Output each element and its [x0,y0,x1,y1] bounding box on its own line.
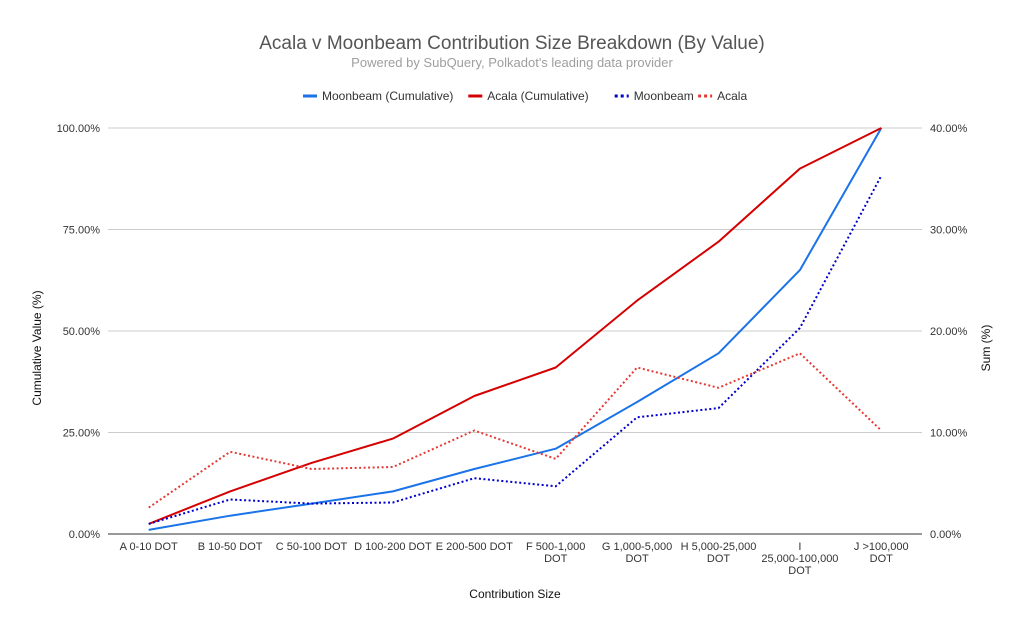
y-axis-left-label: Cumulative Value (%) [30,290,44,405]
series-line-moonbeam-cumulative [148,127,883,531]
chart-title: Acala v Moonbeam Contribution Size Break… [259,33,765,54]
x-axis-label: Contribution Size [469,587,561,601]
y-right-tick-label: 10.00% [930,428,968,440]
legend-label: Acala (Cumulative) [487,89,588,103]
legend-label: Moonbeam (Cumulative) [322,89,453,103]
x-tick-label: C 50-100 DOT [276,541,348,553]
series-line-moonbeam [148,175,883,525]
x-tick-label: F 500-1,000 DOT [526,541,585,565]
y-left-tick-label: 100.00% [57,123,101,135]
x-tick-label: E 200-500 DOT [436,541,513,553]
y-right-tick-label: 40.00% [930,123,968,135]
y-left-tick-label: 0.00% [69,529,100,541]
legend-label: Acala [717,89,747,103]
left-axis-ticks: 0.00% 25.00% 50.00% 75.00% 100.00% [57,123,101,541]
y-left-tick-label: 75.00% [63,225,101,237]
legend: Moonbeam (Cumulative) Acala (Cumulative) M… [303,89,747,103]
x-tick-label: D 100-200 DOT [354,541,432,553]
y-right-tick-label: 20.00% [930,326,968,338]
series-group [148,127,883,531]
x-tick-label: B 10-50 DOT [198,541,263,553]
y-right-tick-label: 30.00% [930,225,968,237]
y-left-tick-label: 25.00% [63,428,101,440]
y-left-tick-label: 50.00% [63,326,101,338]
x-tick-label: I 25,000-100,000 DOT [761,541,838,577]
series-line-acala-cumulative [148,127,882,525]
x-tick-label: H 5,000-25,000 DOT [681,541,757,565]
x-tick-label: J >100,000 DOT [854,541,909,565]
x-tick-label: A 0-10 DOT [120,541,178,553]
legend-label: Moonbeam [634,89,694,103]
y-axis-right-label: Sum (%) [979,325,993,372]
x-tick-label: G 1,000-5,000 DOT [602,541,672,565]
y-right-tick-label: 0.00% [930,529,961,541]
x-axis-ticks: A 0-10 DOT B 10-50 DOT C 50-100 DOT D 100-2… [120,541,909,577]
series-line-acala [148,352,882,509]
chart-subtitle: Powered by SubQuery, Polkadot's leading … [351,55,673,70]
gridlines [108,127,922,535]
right-axis-ticks: 0.00% 10.00% 20.00% 30.00% 40.00% [930,123,968,541]
